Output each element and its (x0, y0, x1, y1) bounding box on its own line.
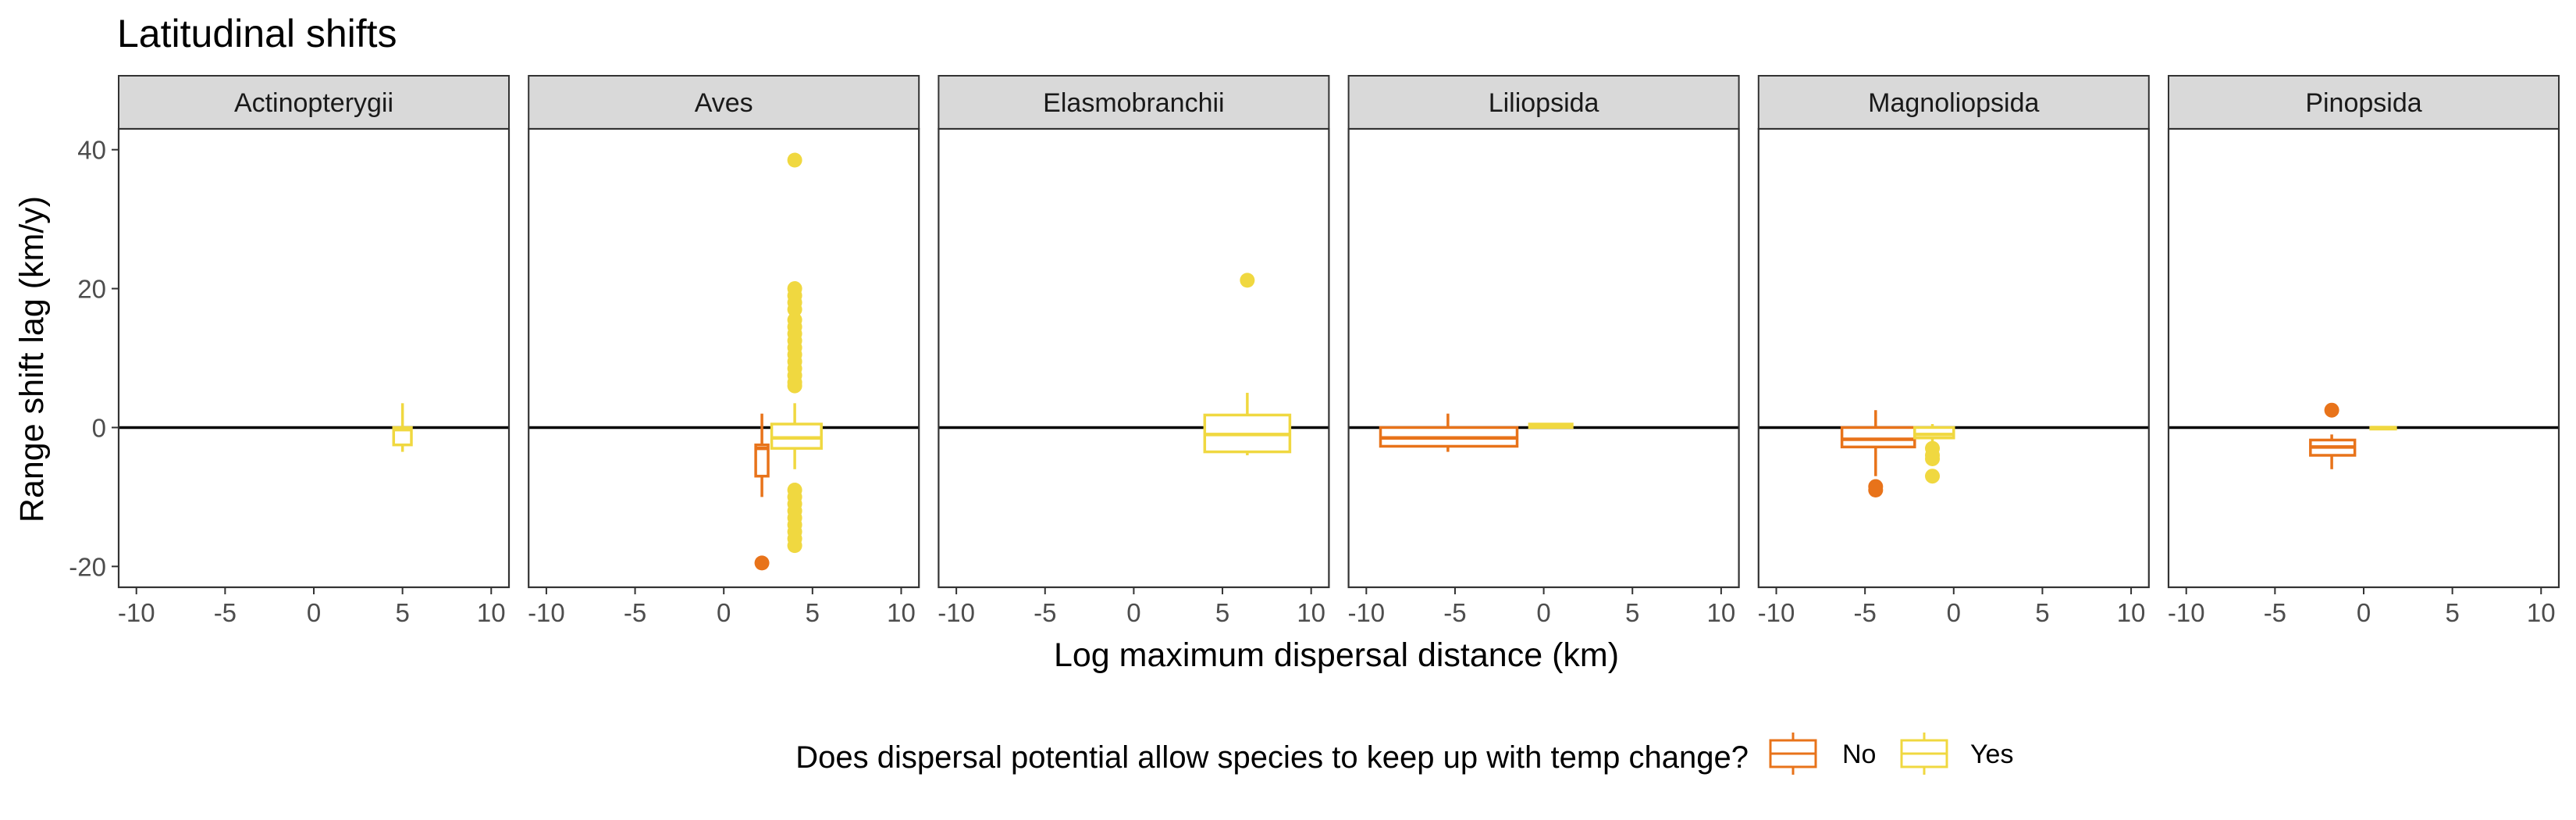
x-tick-label: 0 (1126, 598, 1140, 627)
x-tick-label: 0 (1947, 598, 1961, 627)
x-tick-label: -5 (1034, 598, 1056, 627)
facet-panel-liliopsida: Liliopsida -10 -5 0 5 10 (1347, 75, 1740, 627)
x-axis-title: Log maximum dispersal distance (km) (1054, 636, 1619, 674)
boxplot-yes (392, 403, 413, 452)
panel-background (119, 129, 509, 587)
x-tick-label: 5 (1625, 598, 1639, 627)
facet-strip (528, 75, 920, 130)
x-tick-label: -10 (1347, 598, 1385, 627)
y-tick-label: 20 (77, 275, 106, 304)
facet-panel-elasmobranchii: Elasmobranchii -10 -5 0 5 10 (938, 75, 1330, 627)
x-tick-label: 5 (2445, 598, 2459, 627)
box-iqr (1840, 426, 1916, 449)
boxplot-yes (1913, 423, 1955, 484)
box-iqr (392, 426, 413, 447)
x-tick-label: -5 (1853, 598, 1876, 627)
x-tick-label: -10 (118, 598, 155, 627)
x-tick-label: 10 (1297, 598, 1325, 627)
x-tick-label: 0 (717, 598, 731, 627)
facet-strip-label: Elasmobranchii (1043, 88, 1224, 118)
box-iqr (754, 443, 770, 478)
facet-panel-pinopsida: Pinopsida -10 -5 0 5 10 (2168, 75, 2560, 627)
y-tick-label: -20 (69, 552, 106, 581)
panel-background (1348, 129, 1739, 587)
x-tick-label: -5 (1443, 598, 1466, 627)
x-tick-label: 5 (1215, 598, 1229, 627)
x-tick-label: -10 (1758, 598, 1795, 627)
facet-strip-label: Magnoliopsida (1868, 88, 2039, 118)
x-tick-label: 10 (2527, 598, 2556, 627)
facet-strip-label: Actinopterygii (234, 88, 393, 118)
boxplot-no (2309, 402, 2357, 469)
panel-background (2169, 129, 2559, 587)
y-tick-label: 40 (77, 136, 106, 165)
boxplot-no (754, 413, 770, 571)
x-tick-label: -10 (528, 598, 565, 627)
facet-panel-aves: Aves -10 -5 0 5 10 (528, 75, 920, 627)
facet-strip (1347, 75, 1740, 130)
outlier-point (1925, 451, 1941, 466)
facet-panels: -20 0 20 40 Actinopterygii -10 -5 0 5 10 Aves -10 -5… (69, 75, 2560, 627)
facet-panel-magnoliopsida: Magnoliopsida -10 -5 0 5 10 (1757, 75, 2150, 627)
legend-key-no: No (1769, 733, 1876, 775)
boxplot-yes (1203, 273, 1292, 456)
panel-background (938, 129, 1329, 587)
x-tick-label: -5 (624, 598, 646, 627)
outlier-point (787, 152, 802, 168)
x-tick-label: 0 (2357, 598, 2371, 627)
x-tick-label: -5 (2264, 598, 2286, 627)
facet-strip (938, 75, 1330, 130)
outlier-point (2324, 402, 2339, 418)
boxplot-no (1840, 410, 1916, 497)
x-tick-label: 5 (395, 598, 409, 627)
x-tick-label: 0 (1536, 598, 1550, 627)
boxplot-no (1379, 413, 1519, 452)
x-tick-label: 10 (477, 598, 506, 627)
facet-panel-actinopterygii: Actinopterygii -10 -5 0 5 10 (118, 75, 511, 627)
panel-background (528, 129, 920, 587)
chart-title: Latitudinal shifts (117, 12, 397, 55)
x-tick-label: 5 (806, 598, 820, 627)
legend-items: No Yes (1769, 733, 2013, 775)
x-tick-label: -10 (2168, 598, 2205, 627)
outlier-point (1925, 469, 1941, 484)
x-tick-label: -5 (214, 598, 237, 627)
facet-strip-label: Aves (695, 88, 753, 118)
outlier-point (1868, 482, 1884, 497)
x-tick-label: -10 (938, 598, 975, 627)
y-axis-title: Range shift lag (km/y) (13, 196, 51, 522)
boxplot-yes (2369, 426, 2397, 431)
facet-strip (118, 75, 510, 130)
facet-strip (1757, 75, 2150, 130)
facet-strip (2168, 75, 2560, 130)
legend-label-no: No (1842, 740, 1876, 769)
panel-background (1758, 129, 2149, 587)
legend-label-yes: Yes (1970, 740, 2013, 769)
x-tick-label: 0 (307, 598, 321, 627)
facet-strip-label: Pinopsida (2305, 88, 2421, 118)
boxplot-yes (770, 152, 823, 554)
outlier-point (787, 378, 802, 394)
x-tick-label: 5 (2035, 598, 2049, 627)
facet-strip-label: Liliopsida (1489, 88, 1599, 118)
outlier-point (787, 301, 802, 317)
x-tick-label: 10 (1707, 598, 1736, 627)
legend: Does dispersal potential allow species t… (795, 733, 2013, 775)
y-tick-label: 0 (92, 413, 106, 442)
outlier-point (787, 538, 802, 554)
boxplot-yes (1528, 422, 1574, 430)
legend-key-yes: Yes (1900, 733, 2013, 775)
x-tick-label: 10 (2117, 598, 2146, 627)
outlier-point (1240, 273, 1255, 288)
x-tick-label: 10 (887, 598, 916, 627)
outlier-point (754, 555, 770, 571)
legend-title: Does dispersal potential allow species t… (795, 740, 1749, 775)
